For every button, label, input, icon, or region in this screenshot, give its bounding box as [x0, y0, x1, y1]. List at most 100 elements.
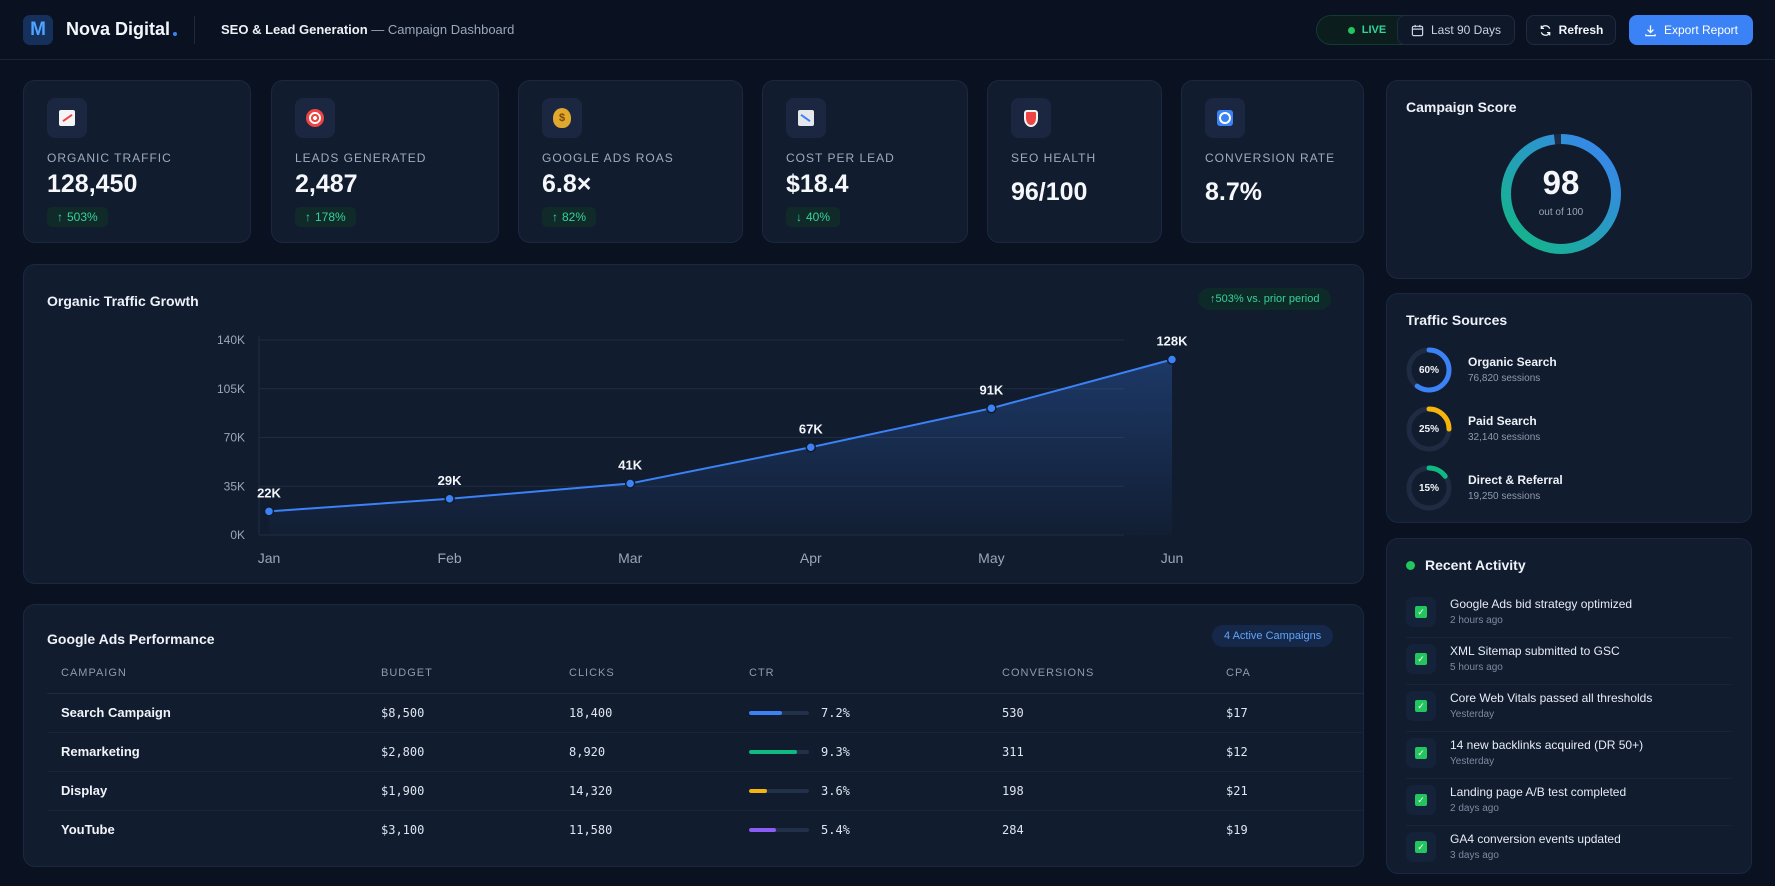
score-ring: [1501, 134, 1621, 254]
kpi-card-conversion-rate: CONVERSION RATE 8.7%: [1181, 80, 1364, 243]
activity-item[interactable]: ✓ Landing page A/B test completed 2 days a…: [1406, 779, 1731, 826]
source-name: Paid Search: [1468, 414, 1537, 428]
activity-text: Landing page A/B test completed: [1450, 785, 1627, 799]
card-title: Traffic Sources: [1406, 312, 1508, 328]
x-tick-label: May: [978, 550, 1004, 566]
recent-activity-card: Recent Activity ✓ Google Ads bid strategy…: [1386, 538, 1752, 874]
traffic-source-item: 25% Paid Search 32,140 sessions: [1406, 406, 1706, 454]
table-row[interactable]: YouTube $3,100 11,580 5.4% 284 $19: [47, 810, 1364, 849]
kpi-label: GOOGLE ADS ROAS: [542, 151, 674, 165]
shield-icon: [1011, 98, 1051, 138]
data-label: 91K: [979, 382, 1003, 397]
table-row[interactable]: Search Campaign $8,500 18,400 7.2% 530 $17: [47, 693, 1364, 733]
activity-time: 2 hours ago: [1450, 615, 1503, 626]
trending-up-icon: [47, 98, 87, 138]
cell-cpa: $19: [1226, 822, 1248, 837]
google-ads-card: Google Ads Performance 4 Active Campaign…: [23, 604, 1364, 867]
arrow-up-icon: ↑: [57, 210, 63, 224]
card-title: Recent Activity: [1425, 557, 1526, 573]
cell-clicks: 11,580: [569, 822, 613, 837]
col-campaign[interactable]: CAMPAIGN: [47, 653, 367, 694]
kpi-delta-value: 503%: [67, 210, 98, 224]
table-header-row: CAMPAIGN BUDGET CLICKS CTR CONVERSIONS C…: [47, 653, 1364, 694]
date-range-button[interactable]: Last 90 Days: [1397, 15, 1515, 45]
y-tick-label: 70K: [224, 431, 245, 445]
page-title-rest: — Campaign Dashboard: [367, 22, 515, 37]
kpi-delta-value: 40%: [806, 210, 831, 224]
ctr-bar: [749, 788, 809, 793]
data-point[interactable]: [624, 478, 636, 489]
activity-text: Core Web Vitals passed all thresholds: [1450, 691, 1653, 705]
activity-item[interactable]: ✓ Google Ads bid strategy optimized 2 hour…: [1406, 591, 1731, 638]
y-tick-label: 105K: [217, 382, 245, 396]
live-label: LIVE: [1361, 24, 1387, 36]
data-point[interactable]: [263, 506, 275, 517]
cell-ctr: 3.6%: [735, 771, 988, 811]
data-point[interactable]: [986, 403, 997, 414]
col-cpa[interactable]: CPA: [1212, 653, 1364, 694]
money-bag-icon: $: [542, 98, 582, 138]
header-divider: [194, 16, 195, 44]
cell-clicks: 14,320: [555, 771, 735, 811]
export-report-button[interactable]: Export Report: [1629, 15, 1753, 45]
activity-item[interactable]: ✓ 14 new backlinks acquired (DR 50+) Yeste…: [1406, 732, 1731, 779]
source-name: Organic Search: [1468, 355, 1557, 369]
source-ring-arc: [1406, 465, 1452, 511]
growth-badge: ↑503% vs. prior period: [1198, 288, 1332, 310]
table-row[interactable]: Display $1,900 14,320 3.6% 198 $21: [47, 771, 1364, 811]
activity-time: 3 days ago: [1450, 850, 1499, 861]
card-title: Campaign Score: [1406, 99, 1517, 115]
table-row[interactable]: Remarketing $2,800 8,920 9.3% 311 $12: [47, 732, 1364, 772]
activity-item[interactable]: ✓ Core Web Vitals passed all thresholds Ye…: [1406, 685, 1731, 732]
campaign-score-card: Campaign Score 98 out of 100: [1386, 80, 1752, 279]
data-point[interactable]: [1166, 354, 1178, 365]
refresh-icon: [1540, 24, 1550, 36]
page-title: SEO & Lead Generation — Campaign Dashboa…: [221, 22, 514, 37]
col-clicks[interactable]: CLICKS: [555, 653, 735, 694]
ctr-cell: 5.4%: [749, 823, 988, 837]
kpi-label: LEADS GENERATED: [295, 151, 427, 165]
kpi-card-seo-health: SEO HEALTH 96/100: [987, 80, 1162, 243]
col-conversions[interactable]: CONVERSIONS: [988, 653, 1212, 694]
data-label: 41K: [618, 457, 642, 472]
x-tick-label: Jan: [258, 550, 281, 566]
data-point[interactable]: [805, 442, 817, 453]
cell-cpa: $21: [1212, 771, 1364, 811]
kpi-delta-badge: ↓ 40%: [786, 207, 841, 227]
check-icon: ✓: [1406, 644, 1436, 674]
card-title: Google Ads Performance: [47, 631, 215, 647]
kpi-value: 96/100: [1011, 178, 1088, 206]
check-icon: ✓: [1406, 785, 1436, 815]
x-tick-label: Feb: [438, 550, 462, 566]
x-tick-label: Apr: [800, 550, 822, 566]
brand-dot-icon: [173, 32, 177, 36]
brand-name: Nova Digital: [66, 19, 171, 39]
search-icon: [1205, 98, 1245, 138]
x-tick-label: Mar: [618, 550, 642, 566]
y-tick-label: 35K: [224, 479, 245, 493]
ctr-value: 3.6%: [821, 783, 850, 798]
target-icon: [295, 98, 335, 138]
cell-budget: $2,800: [367, 732, 555, 772]
cell-conversions: 530: [988, 693, 1212, 733]
kpi-label: ORGANIC TRAFFIC: [47, 151, 172, 165]
col-ctr[interactable]: CTR: [735, 653, 988, 694]
source-name: Direct & Referral: [1468, 473, 1563, 487]
refresh-button[interactable]: Refresh: [1526, 15, 1616, 45]
kpi-card-organic-traffic: ORGANIC TRAFFIC 128,450 ↑ 503%: [23, 80, 251, 243]
activity-item[interactable]: ✓ XML Sitemap submitted to GSC 5 hours ago: [1406, 638, 1731, 685]
brand-logo[interactable]: M: [23, 15, 53, 45]
activity-text: XML Sitemap submitted to GSC: [1450, 644, 1620, 658]
kpi-delta-badge: ↑ 178%: [295, 207, 356, 227]
active-campaigns-badge: 4 Active Campaigns: [1212, 625, 1334, 647]
source-sessions: 32,140 sessions: [1468, 432, 1541, 443]
activity-item[interactable]: ✓ GA4 conversion events updated 3 days ago: [1406, 826, 1731, 873]
kpi-value: 2,487: [295, 170, 358, 198]
ctr-bar-fill: [749, 710, 782, 715]
data-point[interactable]: [444, 493, 455, 505]
cell-budget: $8,500: [367, 693, 555, 733]
kpi-delta-badge: ↑ 503%: [47, 207, 108, 227]
traffic-growth-card: Organic Traffic Growth ↑503% vs. prior p…: [23, 264, 1364, 584]
kpi-delta-value: 178%: [315, 210, 346, 224]
col-budget[interactable]: BUDGET: [367, 653, 555, 694]
